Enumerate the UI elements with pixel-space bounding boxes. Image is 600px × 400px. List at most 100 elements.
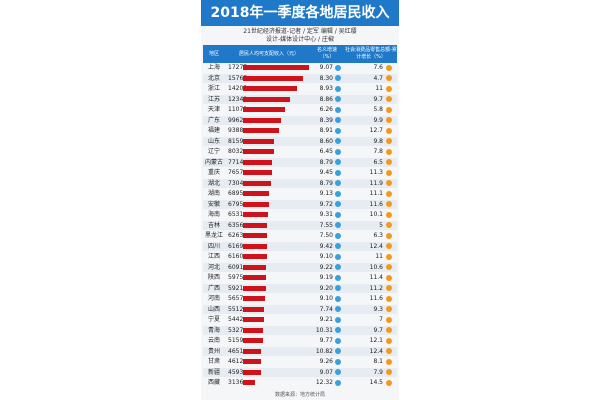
nominal-growth-label: 9.13: [319, 190, 333, 197]
income-value-label: 9962: [228, 116, 244, 124]
nominal-growth-dot: [335, 232, 341, 239]
table-row: 吉林 6356 7.55 5: [203, 220, 397, 230]
income-value-label: 4651: [228, 347, 244, 355]
nominal-growth-dot: [335, 180, 341, 186]
table-row: 浙江 14205 8.93 11: [203, 84, 397, 93]
nominal-growth-label: 8.60: [319, 137, 333, 145]
nominal-growth-label: 8.79: [319, 158, 333, 166]
region-label: 江苏: [207, 95, 220, 103]
income-bar: [243, 306, 265, 312]
income-bar: [243, 96, 291, 102]
retail-growth-dot: [386, 285, 392, 291]
income-value-label: 9388: [228, 127, 244, 134]
income-value-label: 4593: [228, 368, 244, 376]
income-bar: [243, 170, 273, 175]
retail-growth-label: 7.6: [373, 64, 383, 71]
retail-growth-dot: [386, 127, 392, 134]
region-label: 广东: [207, 116, 220, 124]
nominal-growth-label: 9.72: [319, 200, 333, 208]
income-value-label: 7657: [228, 169, 244, 176]
income-value-label: 6091: [228, 263, 244, 271]
nominal-growth-dot: [335, 327, 341, 333]
region-label: 内蒙古: [204, 158, 223, 166]
nominal-growth-label: 9.26: [319, 358, 333, 365]
table-row: 云南 5159 9.77 12.1: [203, 336, 397, 345]
table-row: 江西 6160 9.10 11: [203, 252, 397, 261]
retail-growth-dot: [386, 274, 392, 281]
retail-growth-dot: [386, 327, 392, 333]
retail-growth-label: 12.4: [369, 242, 383, 250]
income-bar: [243, 201, 269, 207]
nominal-growth-dot: [335, 85, 341, 92]
table-row: 辽宁 8032 6.45 7.8: [203, 147, 397, 156]
retail-growth-dot: [386, 180, 392, 186]
table-row: 海南 6531 9.31 10.1: [203, 210, 397, 219]
nominal-growth-label: 9.10: [319, 253, 333, 260]
retail-growth-dot: [386, 348, 392, 354]
income-bar: [243, 285, 266, 291]
retail-growth-label: 6.3: [373, 232, 383, 239]
income-bar: [243, 128, 279, 133]
nominal-growth-dot: [335, 222, 341, 228]
retail-growth-dot: [386, 222, 392, 228]
nominal-growth-label: 9.45: [319, 169, 333, 176]
retail-growth-dot: [386, 148, 392, 155]
income-bar: [243, 359, 261, 364]
region-label: 山东: [207, 137, 220, 145]
retail-growth-label: 7: [379, 316, 383, 323]
region-label: 新疆: [207, 368, 220, 376]
nominal-growth-dot: [335, 358, 341, 365]
table-row: 广东 9962 8.39 9.9: [203, 115, 397, 125]
retail-growth-label: 11.4: [369, 274, 383, 281]
header-nominal-growth: 名义增速（%）: [316, 47, 337, 60]
table-row: 北京 15767 8.30 4.7: [203, 73, 397, 83]
income-value-label: 6263: [228, 232, 244, 239]
retail-growth-label: 9.7: [373, 95, 383, 103]
retail-growth-label: 12.7: [369, 127, 383, 134]
retail-growth-label: 11.2: [369, 284, 383, 292]
income-value-label: 5975: [228, 274, 244, 281]
retail-growth-dot: [386, 96, 392, 102]
income-bar: [243, 380, 255, 385]
nominal-growth-label: 8.91: [319, 127, 333, 134]
retail-growth-label: 4.7: [373, 74, 383, 82]
retail-growth-dot: [386, 106, 392, 113]
region-label: 宁夏: [207, 316, 220, 323]
region-label: 黑龙江: [204, 232, 223, 239]
region-label: 陕西: [207, 274, 220, 281]
nominal-growth-label: 9.10: [319, 295, 333, 302]
nominal-growth-dot: [335, 148, 341, 155]
region-label: 四川: [207, 242, 220, 250]
nominal-growth-label: 7.55: [319, 221, 333, 229]
retail-growth-label: 11.6: [369, 295, 383, 302]
table-row: 安徽 6795 9.72 11.6: [203, 199, 397, 209]
nominal-growth-label: 10.31: [315, 326, 333, 334]
retail-growth-label: 10.6: [369, 263, 383, 271]
table-row: 黑龙江 6263 7.50 6.3: [203, 231, 397, 240]
region-label: 天津: [207, 106, 220, 113]
retail-growth-dot: [386, 369, 392, 375]
region-label: 浙江: [207, 85, 220, 92]
table-row: 湖南 6895 9.13 11.1: [203, 189, 397, 198]
retail-growth-label: 11.1: [369, 190, 383, 197]
retail-growth-label: 8.1: [373, 358, 383, 365]
nominal-growth-label: 9.77: [319, 337, 333, 344]
income-value-label: 5159: [228, 337, 244, 344]
retail-growth-dot: [386, 75, 392, 81]
income-bar: [243, 317, 264, 322]
retail-growth-label: 11.3: [369, 169, 383, 176]
nominal-growth-dot: [335, 117, 341, 123]
nominal-growth-dot: [335, 369, 341, 375]
income-bar: [243, 212, 268, 217]
income-bar: [243, 327, 264, 333]
table-row: 贵州 4651 10.82 12.4: [203, 346, 397, 356]
nominal-growth-dot: [335, 243, 341, 249]
region-label: 西藏: [207, 379, 220, 386]
nominal-growth-label: 8.39: [319, 116, 333, 124]
table-row: 陕西 5975 9.19 11.4: [203, 273, 397, 282]
income-value-label: 5657: [228, 295, 244, 302]
income-bar: [243, 149, 274, 154]
income-bar: [243, 222, 268, 228]
income-value-label: 15767: [228, 74, 248, 82]
income-bar: [243, 65, 309, 70]
